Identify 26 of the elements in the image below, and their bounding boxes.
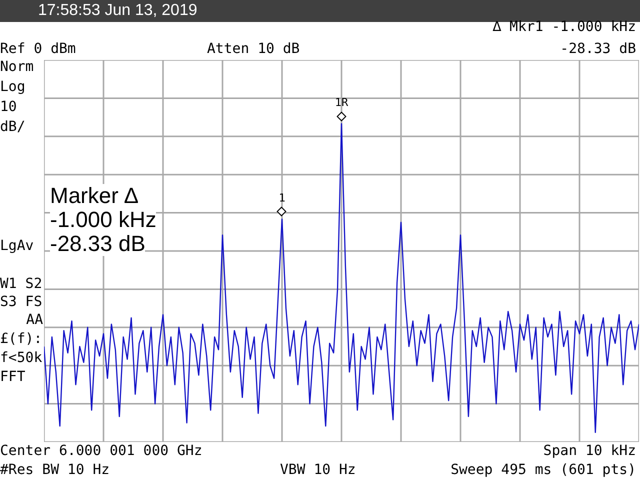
text: 10 [0, 98, 17, 116]
text: Span 10 kHz [543, 442, 636, 460]
text: FFT [0, 368, 26, 386]
text: AA [26, 311, 43, 329]
text: Center 6.000 001 000 GHz [0, 442, 202, 460]
annotation: 1 [278, 192, 286, 205]
text: Norm [0, 58, 34, 76]
text: Sweep 495 ms (601 pts) [450, 461, 636, 479]
text: W1 S2 [0, 275, 42, 293]
text: Log [0, 78, 26, 96]
text: LgAv [0, 237, 34, 255]
text: ∆ Mkr1 -1.000 kHz [492, 18, 636, 36]
text: S3 FS [0, 293, 42, 311]
annotation: -1.000 kHz [50, 207, 156, 232]
text: -28.33 dB [560, 40, 636, 58]
text: VBW 10 Hz [280, 461, 356, 479]
annotation: 1R [334, 96, 348, 110]
text: f<50k [0, 349, 42, 367]
annotation: -28.33 dB [50, 231, 146, 256]
text: dB/ [0, 118, 26, 136]
text: Atten 10 dB [207, 40, 300, 58]
text: £(f): [0, 330, 42, 348]
chart-title: 17:58:53 Jun 13, 2019 [38, 2, 198, 20]
annotation: Marker ∆ [50, 183, 138, 208]
text: #Res BW 10 Hz [0, 461, 110, 479]
text: Ref 0 dBm [0, 40, 76, 58]
